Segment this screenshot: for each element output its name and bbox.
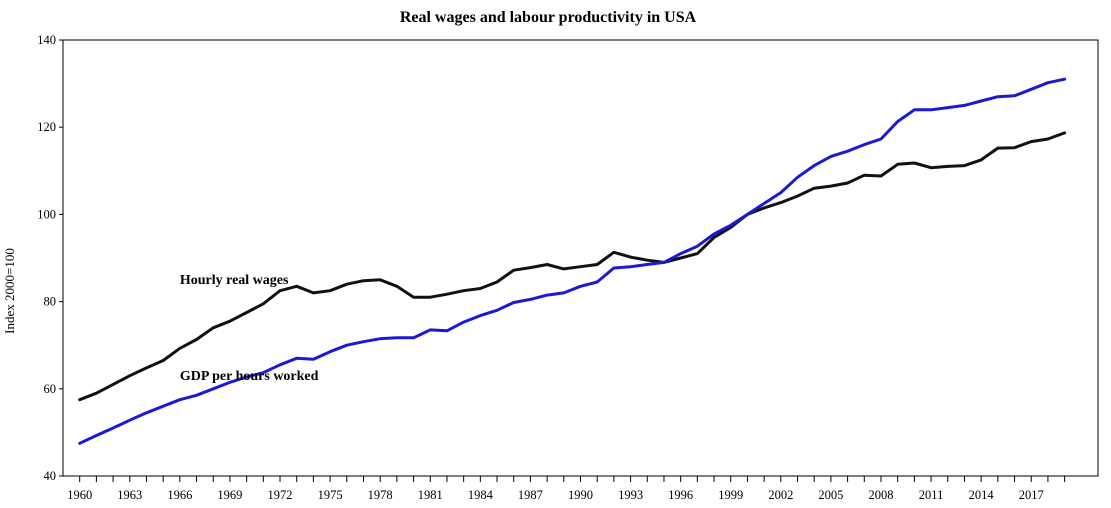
x-tick-label: 1987 bbox=[518, 488, 543, 502]
series-line-hourly-real-wages bbox=[78, 131, 1067, 402]
x-tick-label: 1984 bbox=[468, 488, 494, 502]
y-tick-label: 100 bbox=[37, 207, 56, 221]
x-tick-label: 2002 bbox=[768, 488, 793, 502]
x-tick-label: 1999 bbox=[718, 488, 743, 502]
x-tick-label: 1969 bbox=[217, 488, 242, 502]
y-axis: 40 60 80 100 120 140 bbox=[37, 33, 63, 483]
x-tick-label: 1975 bbox=[318, 488, 343, 502]
x-tick-label: 2011 bbox=[919, 488, 944, 502]
series-labels: Hourly real wages GDP per hours worked bbox=[180, 273, 319, 384]
x-tick-label: 1996 bbox=[668, 488, 693, 502]
x-tick-label: 1990 bbox=[568, 488, 593, 502]
series-label: Hourly real wages bbox=[180, 273, 289, 288]
x-axis: 1960 1963 1966 1969 1972 1975 1978 1981 1984 1987… bbox=[67, 476, 1066, 502]
plot-frame bbox=[62, 39, 1099, 477]
x-tick-label: 2008 bbox=[868, 488, 893, 502]
x-tick-label: 1972 bbox=[268, 488, 293, 502]
x-tick-label: 2014 bbox=[969, 488, 995, 502]
x-tick-label: 1978 bbox=[368, 488, 393, 502]
y-tick-label: 40 bbox=[44, 469, 57, 483]
y-tick-label: 60 bbox=[44, 382, 57, 396]
series-line-gdp-per-hours-worked bbox=[78, 77, 1067, 445]
y-tick-label: 80 bbox=[44, 295, 57, 309]
x-tick-label: 2017 bbox=[1019, 488, 1044, 502]
x-tick-label: 1981 bbox=[418, 488, 443, 502]
y-tick-label: 120 bbox=[37, 120, 56, 134]
x-tick-label: 1993 bbox=[618, 488, 643, 502]
y-tick-label: 140 bbox=[37, 33, 56, 47]
x-tick-label: 1963 bbox=[117, 488, 142, 502]
series-label: GDP per hours worked bbox=[180, 369, 319, 384]
x-tick-label: 1966 bbox=[167, 488, 192, 502]
y-axis-title: Index 2000=100 bbox=[2, 248, 17, 334]
x-tick-label: 1960 bbox=[67, 488, 92, 502]
x-tick-label: 2005 bbox=[818, 488, 843, 502]
chart-title: Real wages and labour productivity in US… bbox=[400, 9, 697, 26]
series-lines bbox=[78, 77, 1067, 445]
